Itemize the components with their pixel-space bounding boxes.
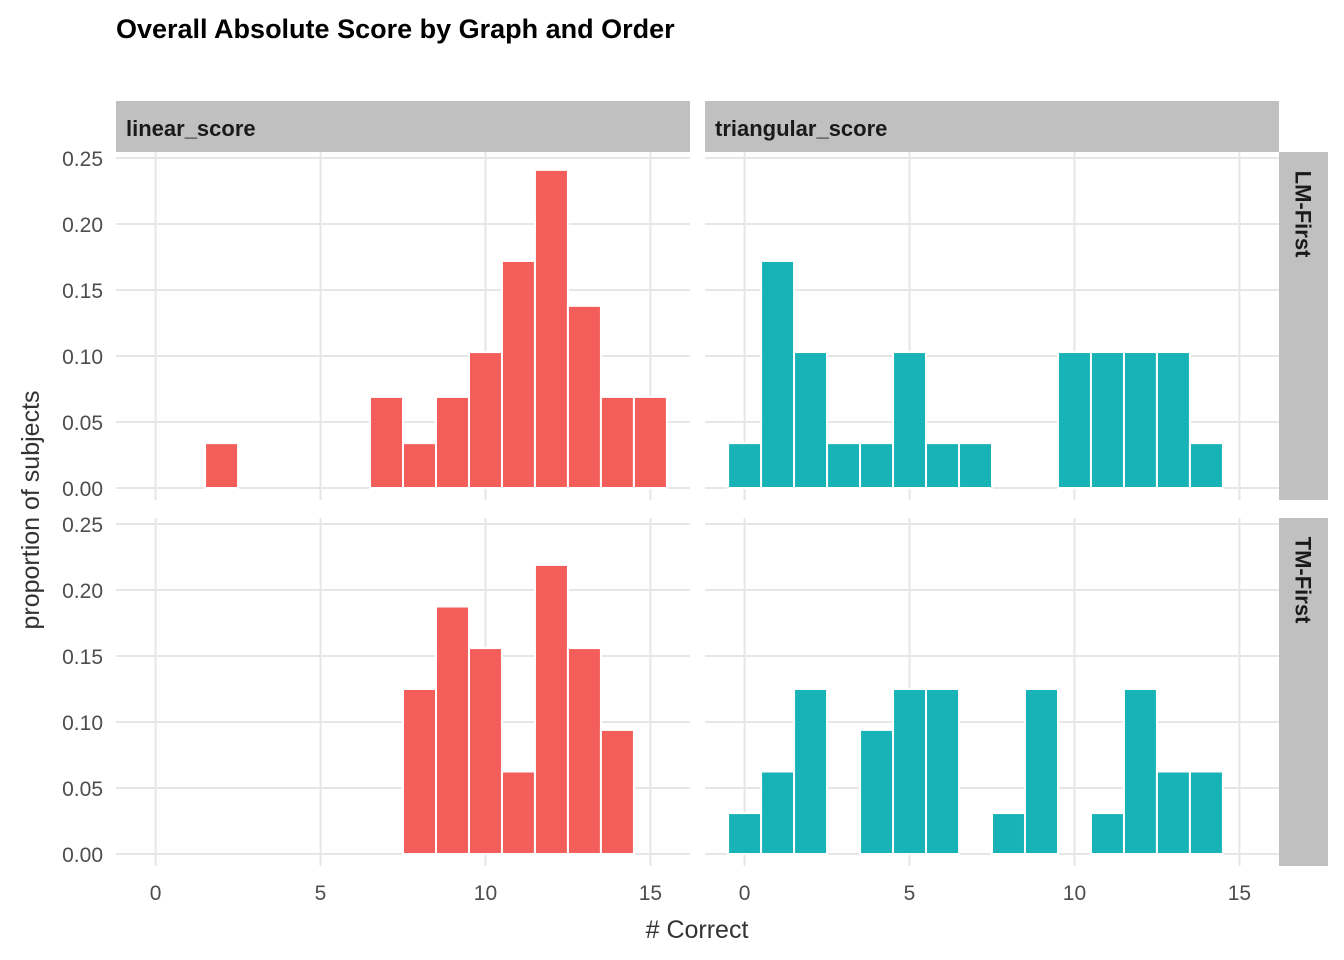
x-tick-label: 15 xyxy=(1228,882,1251,905)
histogram-bar xyxy=(859,442,895,489)
histogram-bar xyxy=(369,395,405,490)
x-tick-label: 5 xyxy=(904,882,916,905)
histogram-bar xyxy=(533,168,569,489)
histogram-bar xyxy=(958,442,993,489)
panel-triangular-score-lm-first xyxy=(727,259,1224,490)
histogram-bar xyxy=(892,351,928,490)
histogram-bar xyxy=(599,395,635,490)
facet-strip-linear-score xyxy=(116,101,690,152)
histogram-bar xyxy=(402,442,437,489)
histogram-bar xyxy=(1056,351,1092,490)
histogram-bar xyxy=(1089,812,1125,856)
y-tick-label: 0.10 xyxy=(62,346,103,369)
histogram-bar xyxy=(793,688,829,855)
histogram-bar xyxy=(727,442,763,489)
histogram-bar xyxy=(892,688,928,855)
y-tick-label: 0.00 xyxy=(62,844,103,867)
histogram-bar xyxy=(1188,442,1224,489)
histogram-bar xyxy=(566,647,602,856)
histogram-bar xyxy=(402,688,437,855)
y-tick-label: 0.25 xyxy=(62,514,103,537)
y-axis-title: proportion of subjects xyxy=(17,390,45,629)
facet-strip-lm-first xyxy=(1279,152,1328,500)
y-tick-label: 0.15 xyxy=(62,646,103,669)
y-tick-label: 0.20 xyxy=(62,214,103,237)
panel-linear-score-tm-first xyxy=(402,563,635,856)
facet-panels: linear_score triangular_score LM-First TM-F… xyxy=(62,101,1328,905)
histogram-bar xyxy=(500,770,536,855)
histogram-bar xyxy=(204,442,240,489)
y-tick-label: 0.10 xyxy=(62,712,103,735)
facet-strip-label: LM-First xyxy=(1291,171,1316,258)
histogram-bar xyxy=(467,351,503,490)
x-tick-label: 10 xyxy=(474,882,497,905)
x-tick-label: 5 xyxy=(315,882,327,905)
histogram-bar xyxy=(991,812,1026,856)
histogram-bar xyxy=(1188,770,1224,855)
facet-strip-label: triangular_score xyxy=(715,116,887,141)
histogram-bar xyxy=(434,605,470,855)
histogram-bar xyxy=(760,259,796,489)
histogram-bar xyxy=(533,563,569,855)
panel-triangular-score-tm-first xyxy=(727,688,1224,856)
histogram-bar xyxy=(1155,770,1191,855)
histogram-bar xyxy=(1155,351,1191,490)
histogram-bar xyxy=(500,259,536,489)
x-tick-label: 0 xyxy=(150,882,162,905)
histogram-bar xyxy=(727,812,763,856)
histogram-bar xyxy=(760,770,796,855)
chart-title: Overall Absolute Score by Graph and Orde… xyxy=(116,14,675,44)
histogram-bar xyxy=(826,442,862,489)
y-tick-label: 0.00 xyxy=(62,478,103,501)
x-tick-label: 0 xyxy=(739,882,751,905)
facet-strip-tm-first xyxy=(1279,518,1328,866)
y-tick-label: 0.25 xyxy=(62,148,103,171)
histogram-bar xyxy=(632,395,668,490)
histogram-bar xyxy=(793,351,829,490)
x-tick-label: 10 xyxy=(1063,882,1086,905)
y-tick-label: 0.20 xyxy=(62,580,103,603)
histogram-bar xyxy=(925,442,961,489)
histogram-bar xyxy=(1023,688,1059,855)
facet-strip-label: TM-First xyxy=(1291,537,1316,624)
histogram-bar xyxy=(599,728,635,855)
histogram-bar xyxy=(467,647,503,856)
histogram-bar xyxy=(434,395,470,490)
y-tick-label: 0.15 xyxy=(62,280,103,303)
x-tick-label: 15 xyxy=(639,882,662,905)
histogram-bar xyxy=(1122,688,1158,855)
y-tick-label: 0.05 xyxy=(62,412,103,435)
facet-strip-label: linear_score xyxy=(126,116,256,141)
histogram-bar xyxy=(1122,351,1158,490)
histogram-bar xyxy=(925,688,961,855)
panel-linear-score-lm-first xyxy=(204,168,668,490)
facet-strip-triangular-score xyxy=(705,101,1279,152)
y-tick-label: 0.05 xyxy=(62,778,103,801)
histogram-bar xyxy=(1089,351,1125,490)
histogram-bar xyxy=(859,728,895,855)
x-axis-title: # Correct xyxy=(646,916,749,944)
histogram-bar xyxy=(566,304,602,489)
